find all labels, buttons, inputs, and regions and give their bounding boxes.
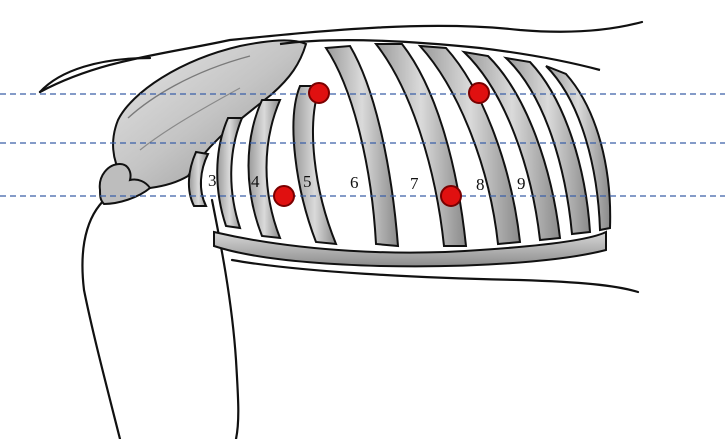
marker-lower-left <box>273 185 295 207</box>
rib-11 <box>502 56 592 236</box>
spine <box>279 39 601 72</box>
scapula <box>98 39 308 206</box>
rib-label-7: 7 <box>410 174 419 193</box>
rib-labels: 3 4 5 6 7 8 9 <box>208 171 526 194</box>
marker-upper-left <box>308 82 330 104</box>
rib-label-9: 9 <box>517 174 526 193</box>
belly-line <box>230 258 640 294</box>
rib-label-8: 8 <box>476 175 485 194</box>
rib-label-3: 3 <box>208 171 217 190</box>
rib-label-6: 6 <box>350 173 359 192</box>
neck-line <box>38 56 152 94</box>
markers <box>273 82 490 207</box>
marker-lower-right <box>440 185 462 207</box>
rib-label-5: 5 <box>303 172 312 191</box>
marker-upper-right <box>468 82 490 104</box>
rib-4 <box>216 117 244 230</box>
foreleg-outline-front <box>81 193 122 439</box>
rib-12 <box>545 65 612 232</box>
rib-6 <box>292 85 338 246</box>
guide-lines <box>0 93 725 197</box>
rib-7 <box>324 44 400 248</box>
rib-label-4: 4 <box>251 172 260 191</box>
rib-10 <box>460 50 562 242</box>
rib-3 <box>188 150 210 207</box>
rib-cage-base <box>213 230 607 268</box>
rib-5 <box>247 99 282 240</box>
